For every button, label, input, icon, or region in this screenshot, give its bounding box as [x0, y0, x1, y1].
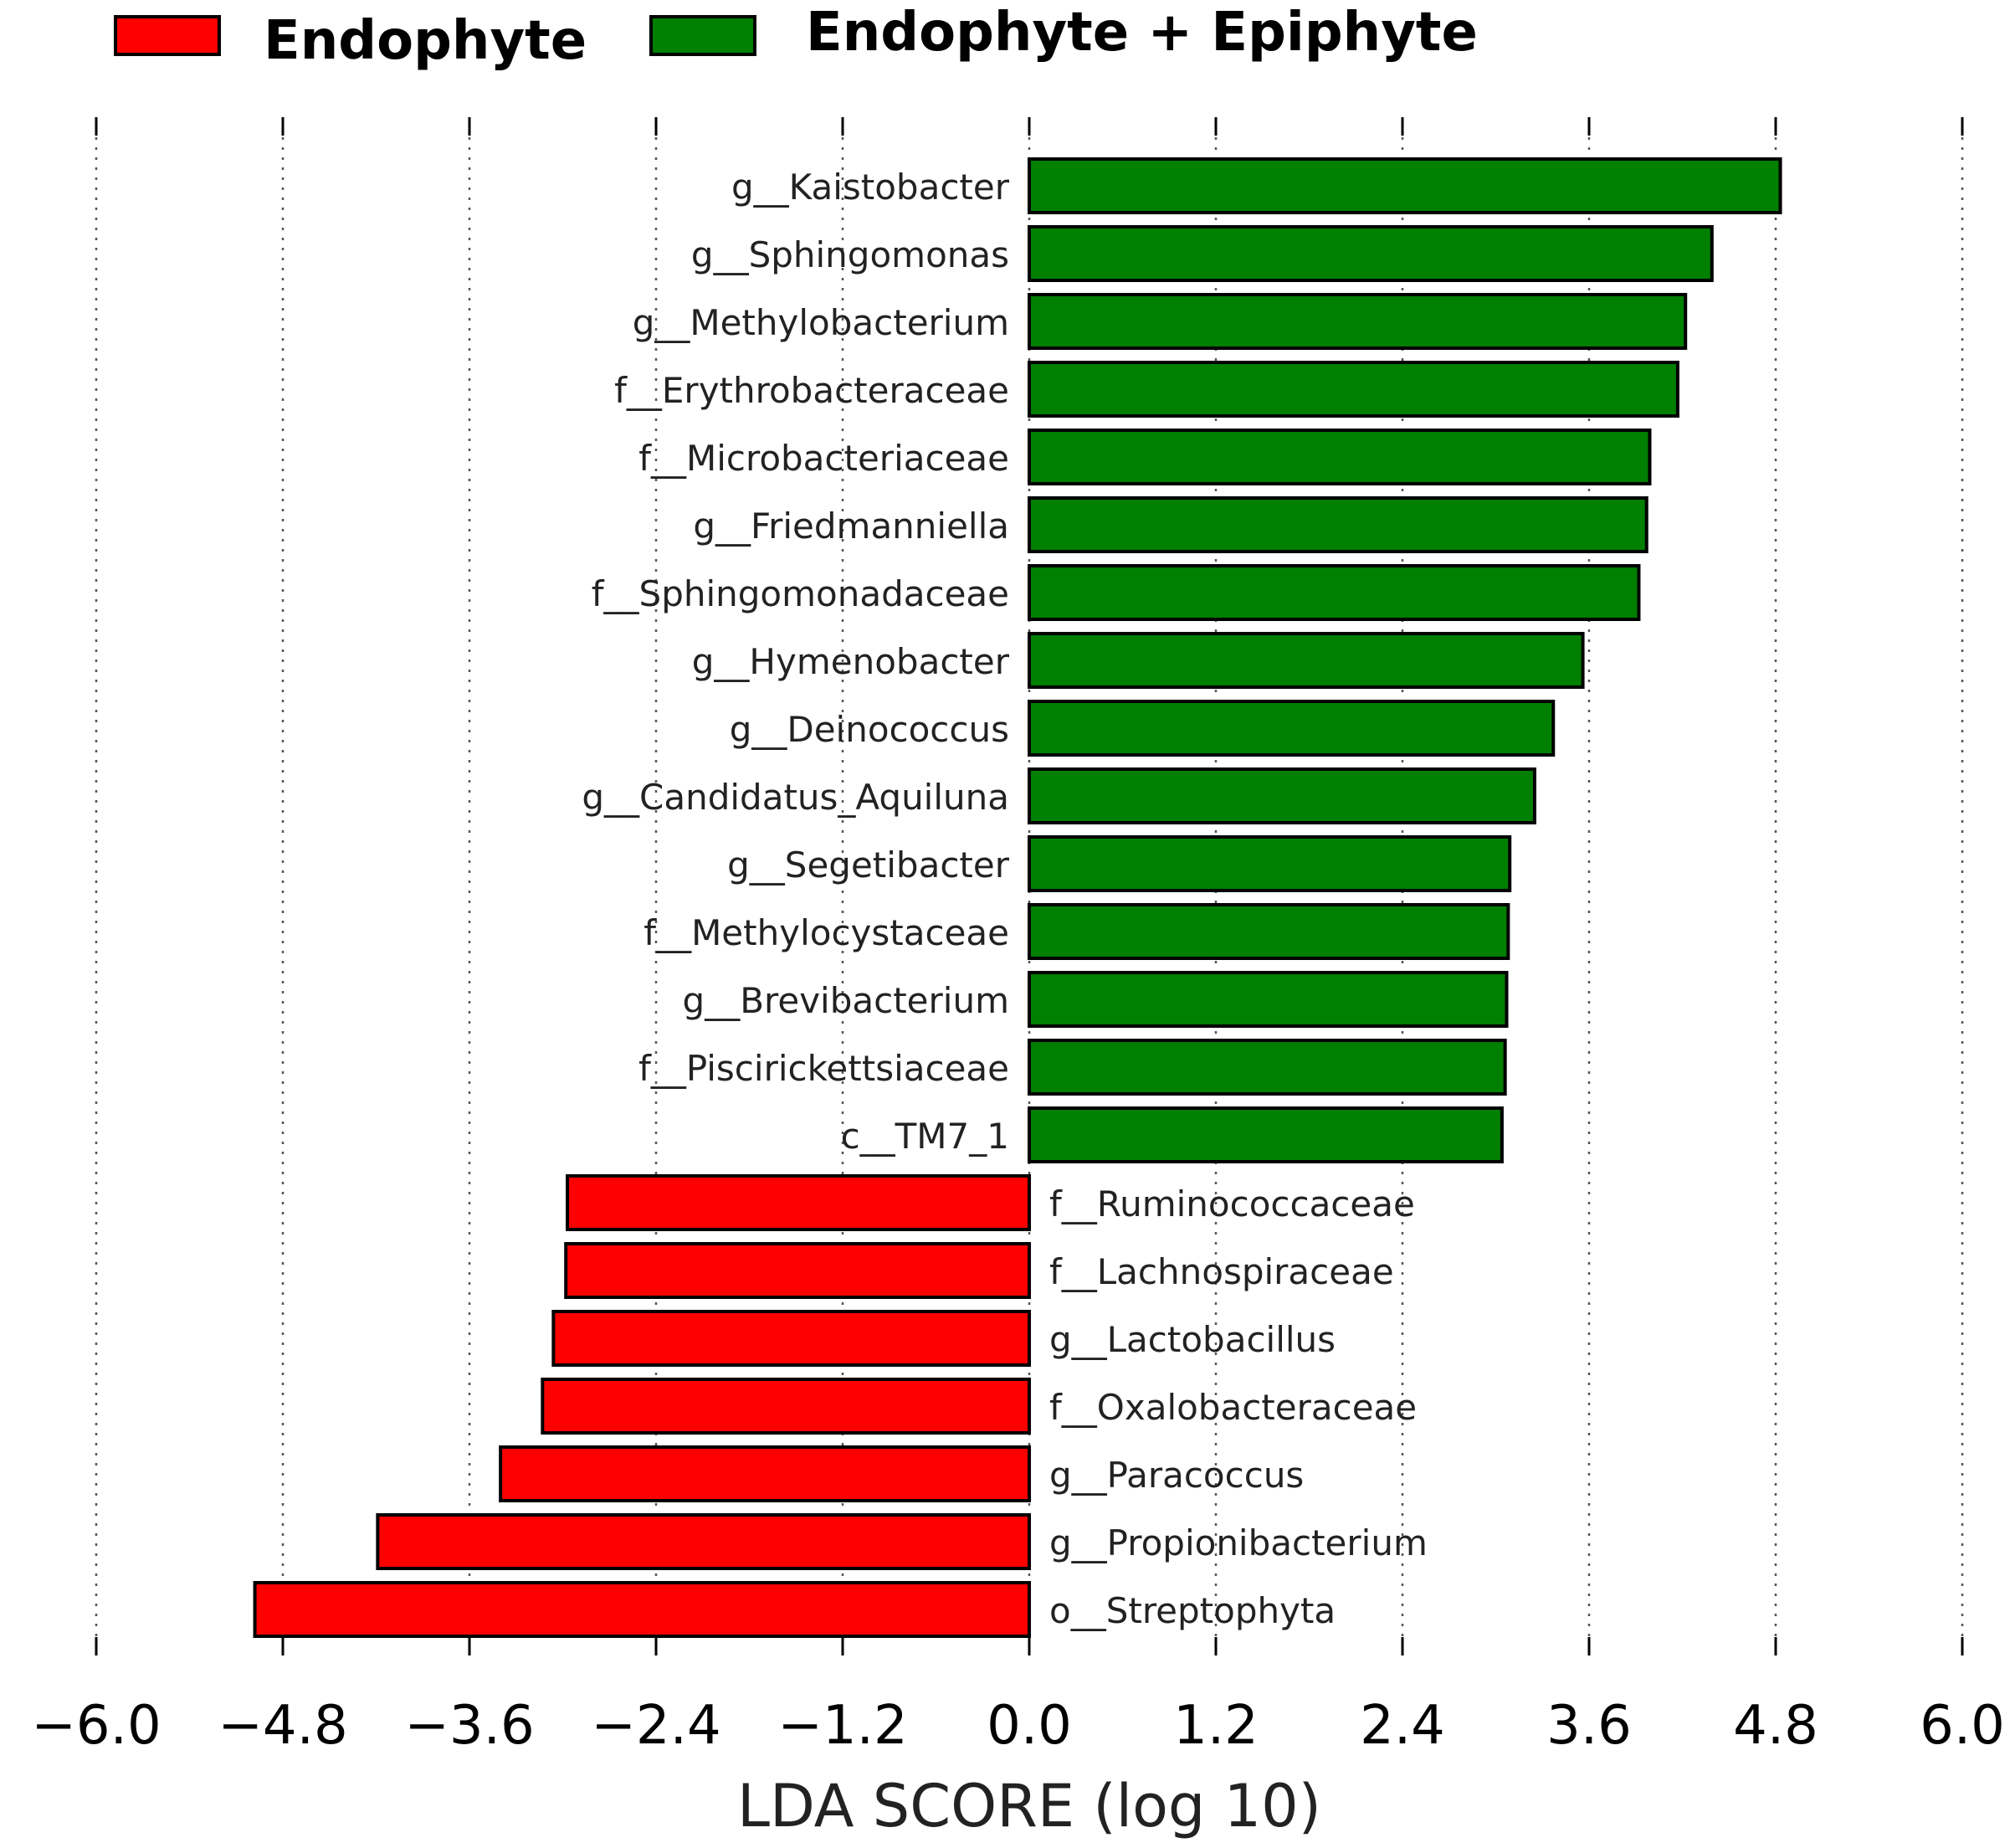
bar-label: g__Segetibacter: [727, 844, 1010, 886]
bars: [253, 157, 1782, 1638]
bar-label: g__Paracoccus: [1049, 1455, 1304, 1496]
bar-g-friedmanniella: [1028, 496, 1648, 553]
bar-g-deinococcus: [1028, 700, 1556, 757]
bar-g-propionibacterium: [376, 1513, 1031, 1570]
bar-g-hymenobacter: [1028, 632, 1585, 689]
bar-g-brevibacterium: [1028, 971, 1509, 1028]
x-tick-label: 1.2: [1173, 1695, 1259, 1757]
x-tick-label: −4.8: [218, 1695, 347, 1757]
x-tick-label: −3.6: [404, 1695, 534, 1757]
bar-g-paracoccus: [499, 1445, 1031, 1502]
category-labels: g__Kaistobacter g__Sphingomonas g__Methylo…: [582, 167, 1428, 1631]
bar-label: g__Lactobacillus: [1049, 1319, 1336, 1360]
bar-f-oxalobacteraceae: [541, 1378, 1031, 1435]
bar-g-kaistobacter: [1028, 157, 1782, 214]
bar-f-piscirickettsiaceae: [1028, 1039, 1507, 1096]
bar-label: g__Friedmanniella: [693, 506, 1009, 547]
bar-g-segetibacter: [1028, 835, 1512, 892]
legend-label-endophyte: Endophyte: [264, 10, 587, 72]
bar-f-methylocystaceae: [1028, 903, 1510, 960]
bar-o-streptophyta: [253, 1581, 1031, 1638]
bar-label: f__Ruminococcaceae: [1049, 1183, 1415, 1224]
bar-label: f__Piscirickettsiaceae: [638, 1048, 1009, 1089]
bar-c-tm7-1: [1028, 1106, 1504, 1163]
bar-label: g__Brevibacterium: [683, 980, 1009, 1021]
bar-label: f__Erythrobacteraceae: [614, 370, 1009, 411]
bar-f-lachnospiraceae: [564, 1242, 1031, 1299]
bar-label: f__Oxalobacteraceae: [1049, 1387, 1417, 1428]
legend-swatch-endophyte: [114, 15, 221, 56]
legend-swatch-endophyte-epiphyte: [649, 15, 756, 56]
bar-f-microbacteriaceae: [1028, 429, 1652, 485]
bar-label: f__Methylocystaceae: [643, 912, 1009, 953]
bar-f-erythrobacteraceae: [1028, 361, 1679, 418]
bar-label: g__Methylobacterium: [633, 302, 1009, 343]
x-tick-label: −2.4: [591, 1695, 720, 1757]
bar-label: g__Deinococcus: [730, 709, 1009, 750]
bar-label: g__Sphingomonas: [691, 234, 1009, 275]
bar-g-methylobacterium: [1028, 293, 1688, 350]
x-tick-label: 0.0: [987, 1695, 1072, 1757]
bar-label: g__Hymenobacter: [692, 641, 1010, 682]
bar-label: f__Sphingomonadaceae: [592, 573, 1009, 614]
bar-label: g__Candidatus_Aquiluna: [582, 777, 1009, 818]
x-tick-label: 2.4: [1360, 1695, 1445, 1757]
bar-f-sphingomonadaceae: [1028, 564, 1641, 621]
bar-label: g__Kaistobacter: [731, 167, 1010, 208]
x-axis-title: LDA SCORE (log 10): [737, 1772, 1321, 1840]
x-tick-label: 4.8: [1733, 1695, 1818, 1757]
bar-g-sphingomonas: [1028, 225, 1714, 282]
bar-g-lactobacillus: [551, 1310, 1031, 1367]
x-tick-label: −6.0: [31, 1695, 161, 1757]
x-tick-label: 6.0: [1920, 1695, 2005, 1757]
bar-label: o__Streptophyta: [1049, 1590, 1336, 1631]
bar-f-ruminococcaceae: [566, 1174, 1031, 1231]
bar-label: f__Microbacteriaceae: [638, 438, 1009, 479]
x-tick-label: −1.2: [777, 1695, 907, 1757]
legend-label-endophyte-epiphyte: Endophyte + Epiphyte: [806, 2, 1478, 64]
bar-label: f__Lachnospiraceae: [1049, 1251, 1394, 1292]
bar-g-candidatus-aquiluna: [1028, 767, 1536, 824]
x-axis-ticks: −6.0 −4.8 −3.6 −2.4 −1.2 0.0 1.2 2.4 3.6 4.8 6.0: [31, 117, 2005, 1757]
bar-label: c__TM7_1: [841, 1116, 1009, 1157]
x-tick-label: 3.6: [1546, 1695, 1632, 1757]
bar-label: g__Propionibacterium: [1049, 1522, 1428, 1563]
legend: Endophyte Endophyte + Epiphyte: [114, 2, 1478, 72]
